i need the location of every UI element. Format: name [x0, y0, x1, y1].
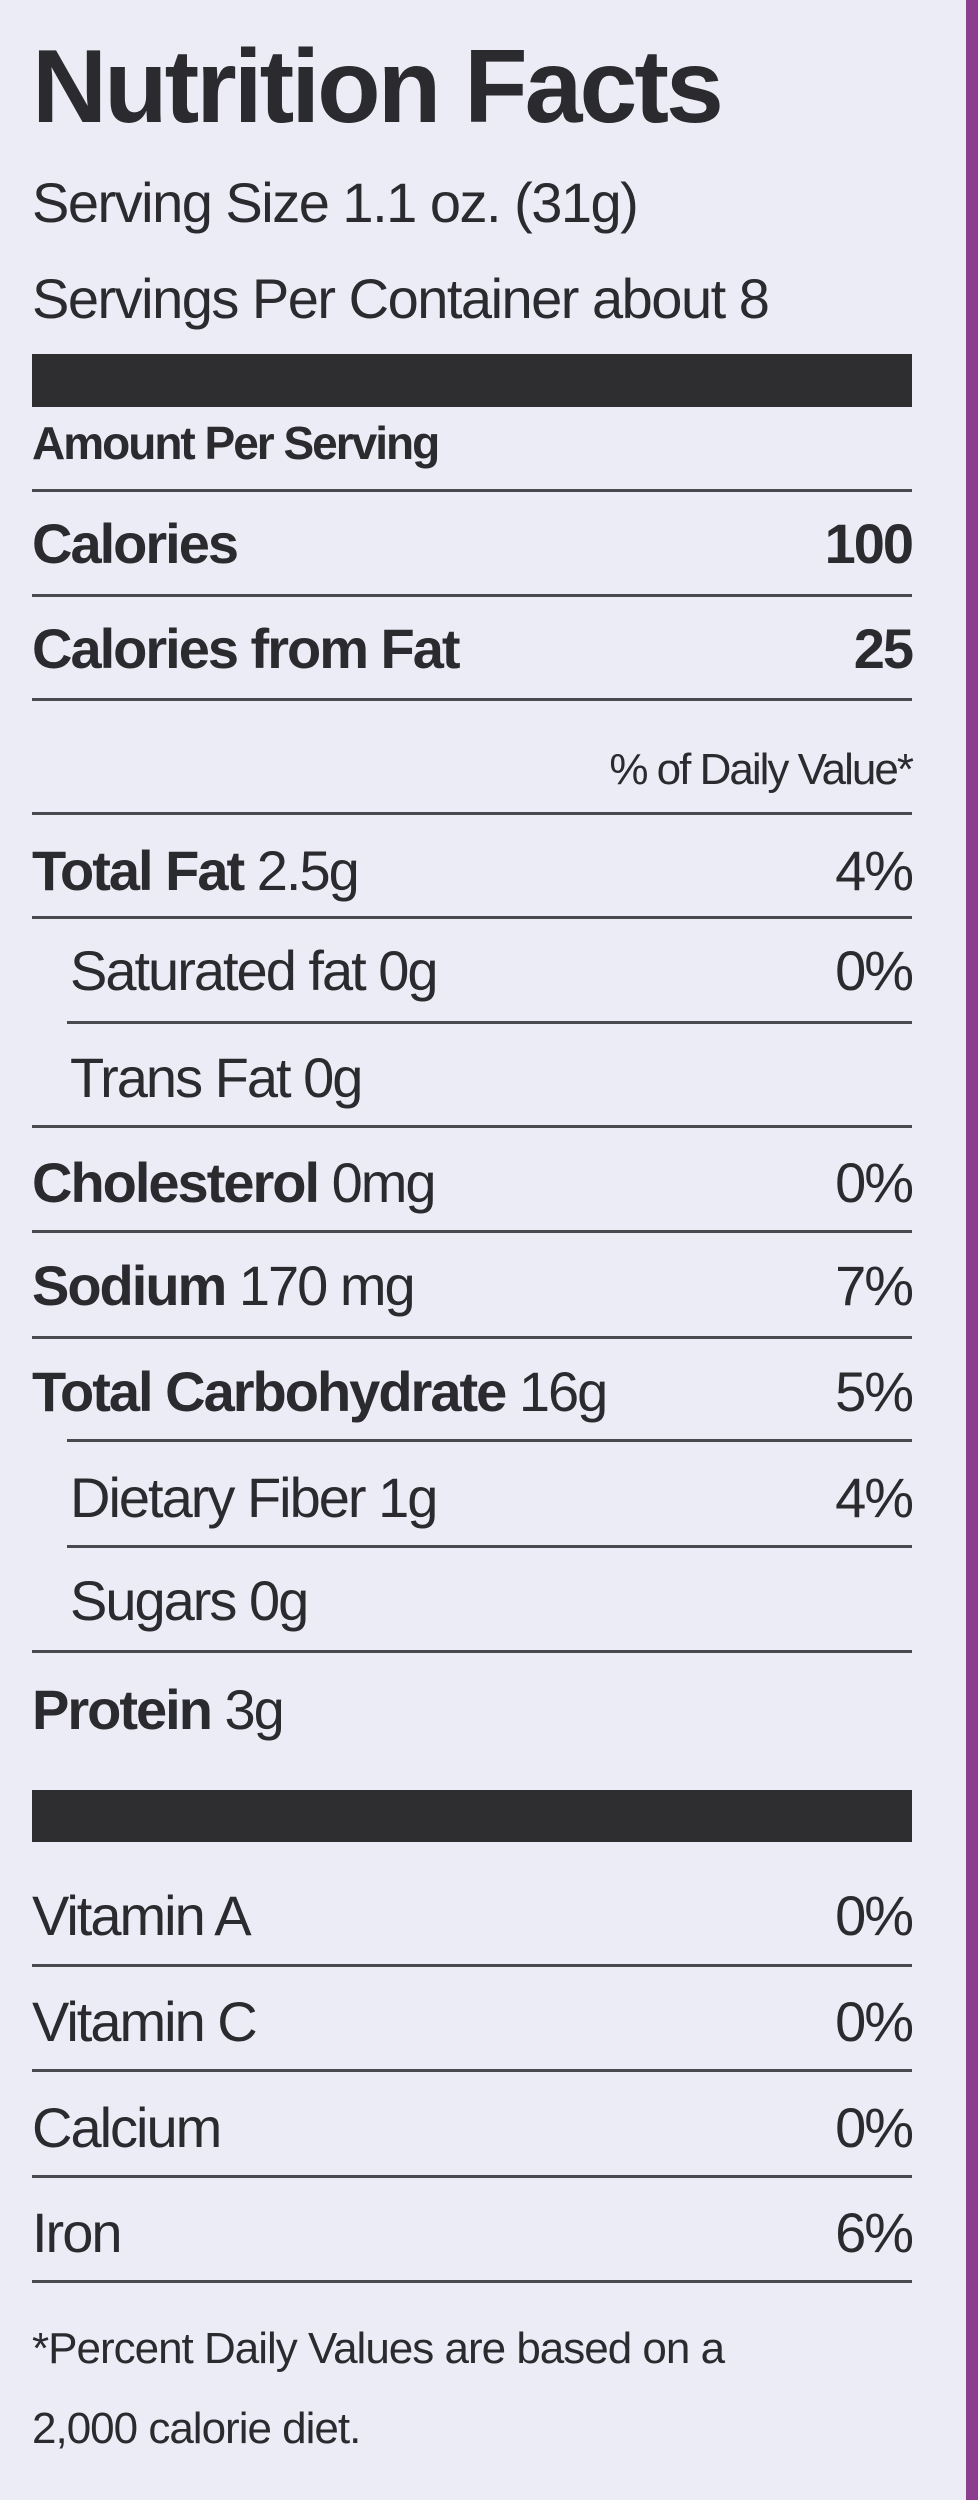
rule: [32, 2175, 912, 2178]
dv: 4%: [835, 839, 914, 902]
dv: 5%: [835, 1360, 914, 1423]
rule: [67, 1021, 912, 1024]
rule: [67, 1439, 912, 1442]
nutrient-row: Total Fat 2.5g 4%: [32, 836, 914, 906]
amount: 0mg: [331, 1151, 437, 1214]
thick-bar: [32, 1790, 912, 1842]
rule: [32, 812, 912, 815]
nutrient-row: Trans Fat 0g: [70, 1043, 912, 1113]
dv: 0%: [835, 2096, 914, 2159]
name: Vitamin A: [32, 1884, 252, 1947]
name: Cholesterol: [32, 1151, 320, 1214]
rule: [32, 2280, 912, 2283]
footnote-line: *Percent Daily Values are based on a: [32, 2324, 725, 2373]
name: Calcium: [32, 2096, 222, 2159]
rule: [32, 1125, 912, 1128]
amount: 16g: [518, 1360, 608, 1423]
calories-row: Calories 100: [32, 509, 914, 579]
title: Nutrition Facts: [32, 29, 724, 145]
nutrient-row: Sodium 170 mg 7%: [32, 1251, 914, 1321]
vitamin-row: Vitamin A 0%: [32, 1881, 914, 1951]
rule: [32, 1650, 912, 1653]
name: Dietary Fiber 1g: [70, 1466, 438, 1529]
value: 100: [824, 512, 914, 575]
name: Saturated fat 0g: [70, 939, 439, 1002]
serving-size: Serving Size 1.1 oz. (31g): [32, 171, 639, 234]
rule: [32, 916, 912, 919]
vitamin-row: Vitamin C 0%: [32, 1987, 914, 2057]
name: Total Fat: [32, 839, 245, 902]
name: Sugars 0g: [70, 1569, 309, 1632]
nutrient-row: Total Carbohydrate 16g 5%: [32, 1357, 914, 1427]
rule: [32, 2069, 912, 2072]
label: % of Daily Value*: [609, 745, 914, 794]
dv: 4%: [835, 1466, 914, 1529]
nutrient-row: Sugars 0g: [70, 1566, 912, 1636]
rule: [32, 1230, 912, 1233]
name: Total Carbohydrate: [32, 1360, 507, 1423]
thick-bar: [32, 354, 912, 407]
vitamin-row: Calcium 0%: [32, 2093, 914, 2163]
amount: 2.5g: [256, 839, 360, 902]
name: Sodium: [32, 1254, 227, 1317]
rule: [32, 489, 912, 492]
name: Vitamin C: [32, 1990, 258, 2053]
nutrient-row: Protein 3g: [32, 1675, 912, 1745]
footnote: *Percent Daily Values are based on a: [32, 2314, 912, 2384]
dv: 0%: [835, 1151, 914, 1214]
dv: 0%: [835, 939, 914, 1002]
dv: 7%: [835, 1254, 914, 1317]
dv-header: % of Daily Value*: [32, 735, 914, 805]
name: Protein: [32, 1678, 213, 1741]
name: Iron: [32, 2201, 122, 2264]
rule: [32, 594, 912, 597]
box-edge: [966, 0, 978, 2500]
label: Calories: [32, 512, 239, 575]
nutrient-row: Saturated fat 0g 0%: [70, 936, 914, 1006]
footnote: 2,000 calorie diet.: [32, 2394, 912, 2464]
calories-fat-row: Calories from Fat 25: [32, 614, 914, 684]
label: Amount Per Serving: [32, 417, 440, 469]
dv: 0%: [835, 1990, 914, 2053]
nutrient-row: Cholesterol 0mg 0%: [32, 1148, 914, 1218]
rule: [32, 1964, 912, 1967]
value: 25: [853, 617, 914, 680]
vitamin-row: Iron 6%: [32, 2198, 914, 2268]
dv: 0%: [835, 1884, 914, 1947]
dv: 6%: [835, 2201, 914, 2264]
servings-per-container: Servings Per Container about 8: [32, 267, 770, 330]
rule: [32, 698, 912, 701]
footnote-line: 2,000 calorie diet.: [32, 2404, 361, 2453]
rule: [67, 1545, 912, 1548]
nutrient-row: Dietary Fiber 1g 4%: [70, 1463, 914, 1533]
amount: 3g: [224, 1678, 284, 1741]
label: Calories from Fat: [32, 617, 461, 680]
amount: 170 mg: [238, 1254, 416, 1317]
amount-per-serving: Amount Per Serving: [32, 408, 912, 478]
rule: [32, 1336, 912, 1339]
name: Trans Fat 0g: [70, 1046, 363, 1109]
